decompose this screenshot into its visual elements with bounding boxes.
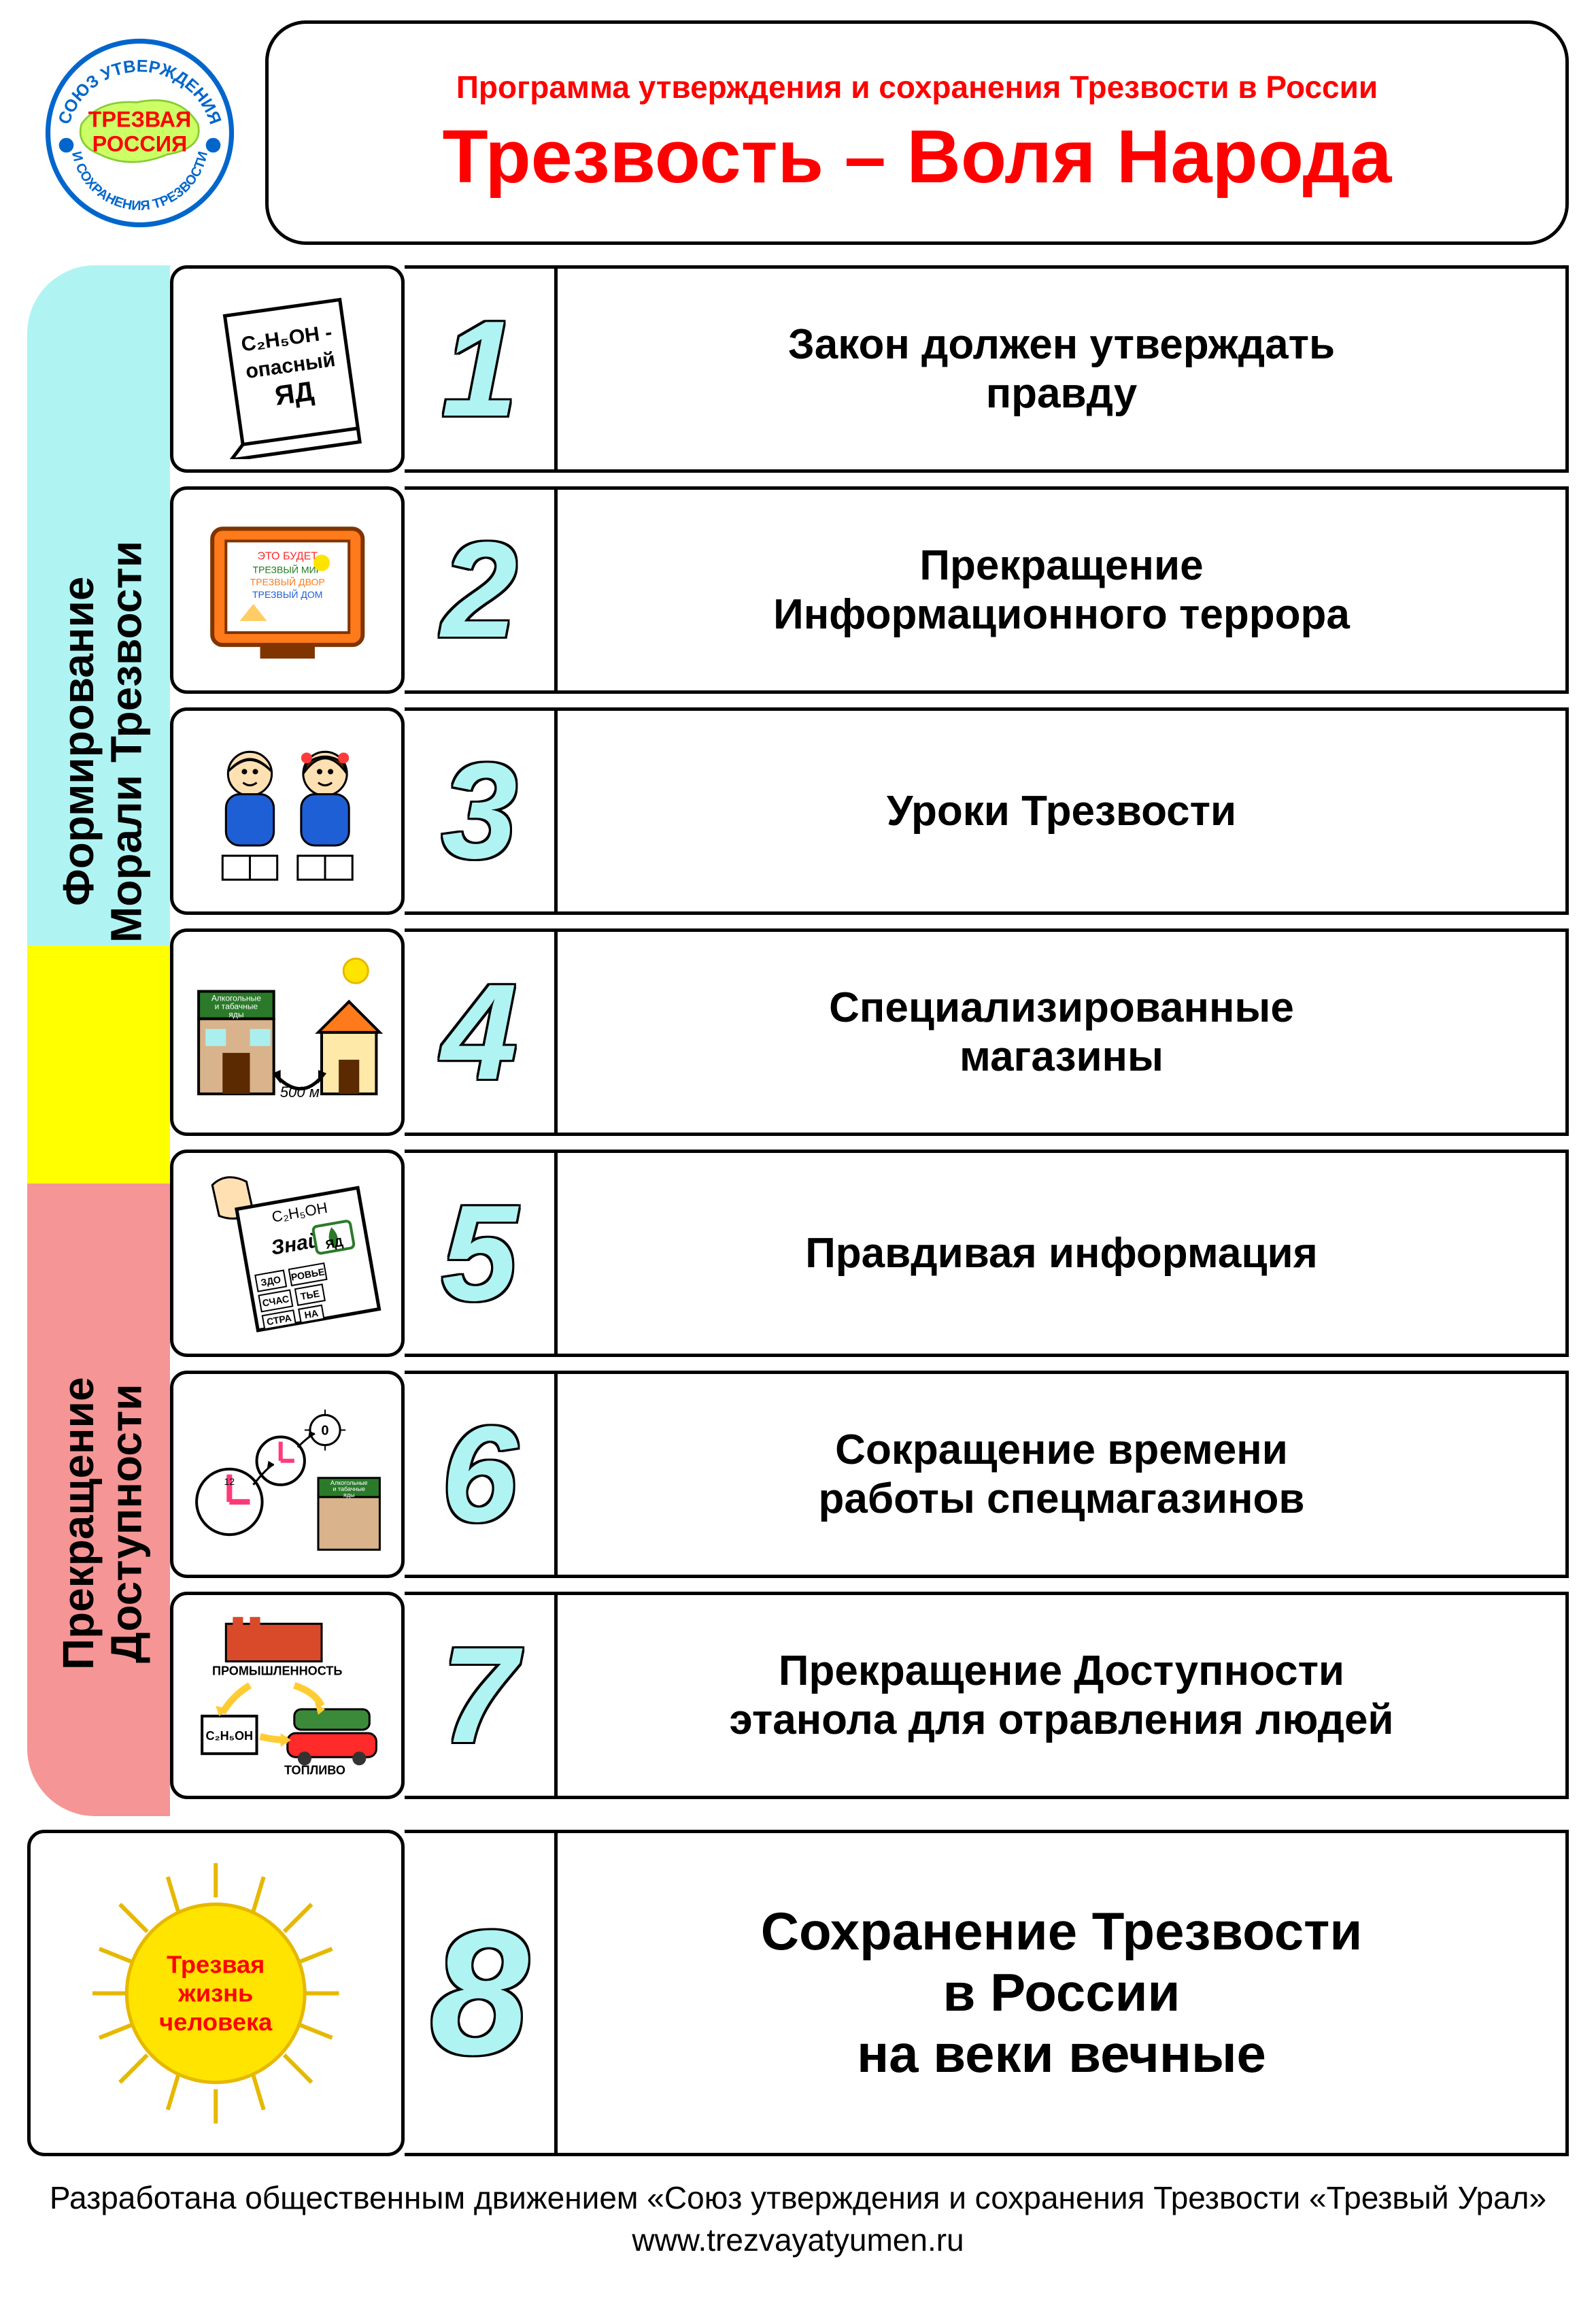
rail-label-a: Формирование Морали Трезвости (54, 435, 150, 1048)
num-3: 3 (441, 733, 517, 890)
num-cell-7: 7 (405, 1592, 554, 1799)
subtitle: Программа утверждения и сохранения Трезв… (456, 69, 1378, 105)
num-cell-2: 2 (405, 486, 554, 694)
num-cell-6: 6 (405, 1371, 554, 1578)
svg-text:0: 0 (321, 1423, 328, 1438)
thumb-7: ПРОМЫШЛЕННОСТЬ C₂H₅OH ТОПЛИВО (170, 1592, 405, 1799)
svg-text:ЭТО БУДЕТ: ЭТО БУДЕТ (257, 550, 318, 562)
svg-text:ТРЕЗВАЯ: ТРЕЗВАЯ (88, 107, 191, 131)
desc-5: Правдивая информация (805, 1229, 1318, 1277)
row-5: C₂H₅OH Знай! ЯД ЗДО РОВЬЕ СЧАС ТЬЕ СТРА … (170, 1150, 1569, 1357)
title: Трезвость – Воля Народа (442, 118, 1391, 197)
num-cell-8: 8 (405, 1830, 554, 2156)
desc-cell-8: Сохранение Трезвости в России на веки ве… (554, 1830, 1569, 2156)
desc-1: Закон должен утверждать правду (788, 320, 1335, 418)
row-final: Трезвая жизнь человека 8 Сохранение Трез… (27, 1830, 1569, 2156)
svg-text:ТРЕЗВЫЙ ДВОР: ТРЕЗВЫЙ ДВОР (250, 575, 324, 587)
desc-cell-1: Закон должен утверждать правду (554, 265, 1569, 473)
num-4: 4 (441, 954, 517, 1111)
num-5: 5 (441, 1175, 517, 1332)
row-3: 3 Уроки Трезвости (170, 707, 1569, 915)
svg-text:человека: человека (159, 2007, 273, 2035)
svg-text:ТРЕЗВЫЙ ДОМ: ТРЕЗВЫЙ ДОМ (252, 588, 323, 600)
header: СОЮЗ УТВЕРЖДЕНИЯ И СОХРАНЕНИЯ ТРЕЗВОСТИ … (27, 20, 1569, 245)
num-2: 2 (441, 512, 517, 669)
row-1: C₂H₅OH - опасный ЯД 1 Закон должен утвер… (170, 265, 1569, 473)
desc-6: Сокращение времени работы спецмагазинов (819, 1426, 1305, 1523)
svg-text:12: 12 (224, 1476, 235, 1487)
num-cell-1: 1 (405, 265, 554, 473)
footer-line-1: Разработана общественным движением «Союз… (27, 2177, 1569, 2219)
title-box: Программа утверждения и сохранения Трезв… (265, 20, 1569, 245)
desc-3: Уроки Трезвости (887, 787, 1236, 835)
thumb-2: ЭТО БУДЕТ ТРЕЗВЫЙ МИР ТРЕЗВЫЙ ДВОР ТРЕЗВ… (170, 486, 405, 694)
desc-cell-3: Уроки Трезвости (554, 707, 1569, 915)
num-8: 8 (430, 1892, 529, 2095)
footer: Разработана общественным движением «Союз… (27, 2177, 1569, 2261)
num-7: 7 (441, 1618, 517, 1774)
svg-text:РОССИЯ: РОССИЯ (92, 131, 187, 156)
svg-text:C₂H₅OH: C₂H₅OH (205, 1729, 253, 1743)
desc-4: Специализированные магазины (829, 984, 1294, 1081)
desc-cell-6: Сокращение времени работы спецмагазинов (554, 1371, 1569, 1578)
row-4: Алкогольные и табачные яды 500 м (170, 928, 1569, 1136)
main: Формирование Морали Трезвости Прекращени… (27, 265, 1569, 1816)
svg-text:яды: яды (228, 1009, 243, 1019)
row-2: ЭТО БУДЕТ ТРЕЗВЫЙ МИР ТРЕЗВЫЙ ДВОР ТРЕЗВ… (170, 486, 1569, 694)
svg-text:ПРОМЫШЛЕННОСТЬ: ПРОМЫШЛЕННОСТЬ (212, 1664, 342, 1677)
svg-text:жизнь: жизнь (177, 1979, 253, 2007)
num-cell-5: 5 (405, 1150, 554, 1357)
thumb-4: Алкогольные и табачные яды 500 м (170, 928, 405, 1136)
thumb-5: C₂H₅OH Знай! ЯД ЗДО РОВЬЕ СЧАС ТЬЕ СТРА … (170, 1150, 405, 1357)
rail-label-b: Прекращение Доступности (54, 1252, 150, 1796)
thumb-3 (170, 707, 405, 915)
desc-cell-4: Специализированные магазины (554, 928, 1569, 1136)
svg-text:ЯД: ЯД (273, 375, 316, 412)
thumb-6: 12 0 Алкогольные (170, 1371, 405, 1578)
svg-text:ТОПЛИВО: ТОПЛИВО (284, 1763, 345, 1777)
logo-svg: СОЮЗ УТВЕРЖДЕНИЯ И СОХРАНЕНИЯ ТРЕЗВОСТИ … (39, 32, 241, 234)
rows: C₂H₅OH - опасный ЯД 1 Закон должен утвер… (170, 265, 1569, 1816)
svg-text:Трезвая: Трезвая (167, 1950, 265, 1978)
footer-line-2: www.trezvayatyumen.ru (27, 2219, 1569, 2261)
side-rail: Формирование Морали Трезвости Прекращени… (27, 265, 170, 1816)
desc-cell-5: Правдивая информация (554, 1150, 1569, 1357)
row-7: ПРОМЫШЛЕННОСТЬ C₂H₅OH ТОПЛИВО (170, 1592, 1569, 1799)
num-6: 6 (441, 1396, 517, 1553)
svg-text:500 м: 500 м (279, 1084, 319, 1101)
svg-text:ТРЕЗВЫЙ МИР: ТРЕЗВЫЙ МИР (252, 563, 322, 575)
num-cell-4: 4 (405, 928, 554, 1136)
svg-text:яды: яды (343, 1492, 355, 1498)
desc-cell-7: Прекращение Доступности этанола для отра… (554, 1592, 1569, 1799)
thumb-8: Трезвая жизнь человека (27, 1830, 405, 2156)
num-1: 1 (441, 291, 517, 448)
row-6: 12 0 Алкогольные (170, 1371, 1569, 1578)
desc-2: Прекращение Информационного террора (773, 541, 1350, 639)
thumb-1: C₂H₅OH - опасный ЯД (170, 265, 405, 473)
desc-8: Сохранение Трезвости в России на веки ве… (761, 1901, 1363, 2084)
desc-7: Прекращение Доступности этанола для отра… (729, 1647, 1393, 1744)
num-cell-3: 3 (405, 707, 554, 915)
desc-cell-2: Прекращение Информационного террора (554, 486, 1569, 694)
logo: СОЮЗ УТВЕРЖДЕНИЯ И СОХРАНЕНИЯ ТРЕЗВОСТИ … (27, 20, 252, 245)
